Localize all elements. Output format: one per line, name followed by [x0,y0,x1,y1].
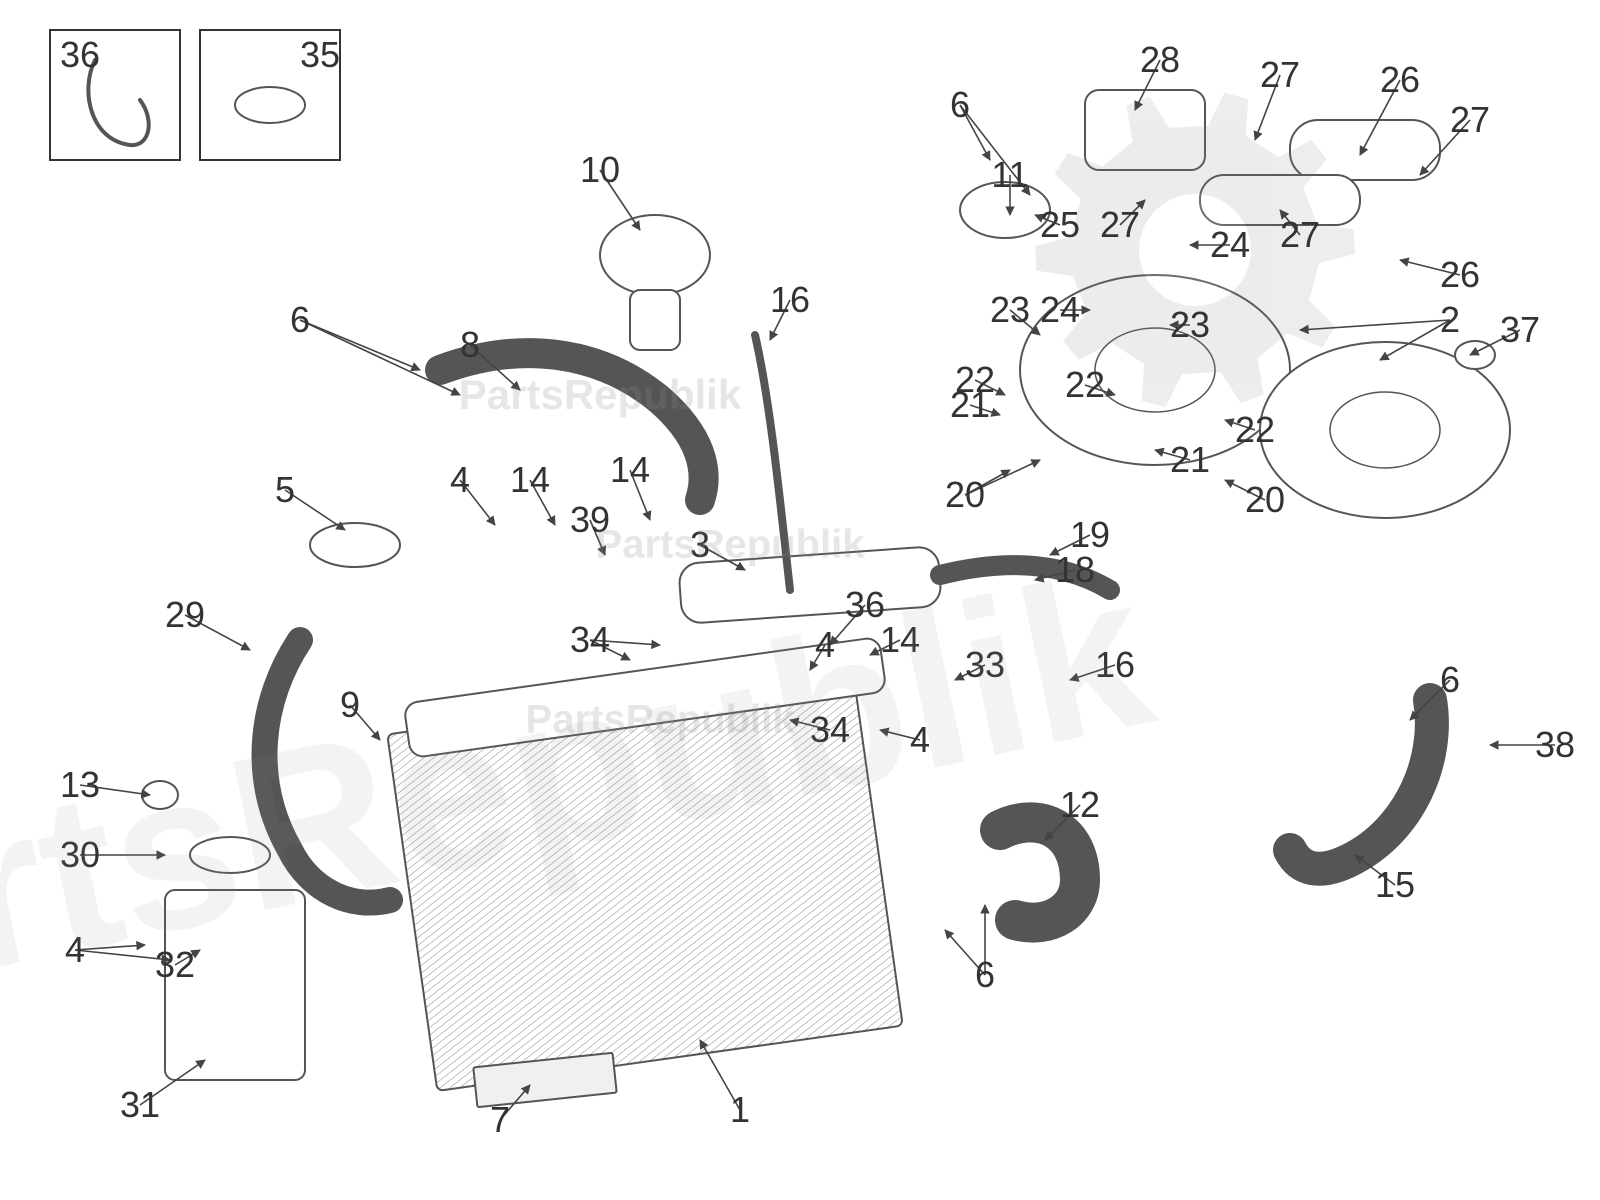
callout-34: 34 [570,619,610,661]
callout-16: 16 [770,279,810,321]
callout-38: 38 [1535,724,1575,766]
callout-3: 3 [690,524,710,566]
callout-14: 14 [510,459,550,501]
callout-14: 14 [880,619,920,661]
callout-32: 32 [155,944,195,986]
box35-cap [235,87,305,123]
callout-21: 21 [1170,439,1210,481]
callout-7: 7 [490,1099,510,1141]
callout-23: 23 [1170,304,1210,346]
bracket-3 [678,546,942,624]
callout-20: 20 [945,474,985,516]
callout-15: 15 [1375,864,1415,906]
callout-26: 26 [1380,59,1420,101]
callout-33: 33 [965,644,1005,686]
callout-4: 4 [910,719,930,761]
callout-27: 27 [1100,204,1140,246]
callout-4: 4 [450,459,470,501]
callout-39: 39 [570,499,610,541]
callout-16: 16 [1095,644,1135,686]
callout-6: 6 [975,954,995,996]
callout-12: 12 [1060,784,1100,826]
callout-6: 6 [950,84,970,126]
callout-28: 28 [1140,39,1180,81]
callout-27: 27 [1260,54,1300,96]
callout-4: 4 [815,624,835,666]
hose-9 [265,640,390,903]
callout-2: 2 [1440,299,1460,341]
svg-layer [0,0,1600,1200]
callout-37: 37 [1500,309,1540,351]
leader-4 [75,945,145,950]
callout-4: 4 [65,929,85,971]
callout-36: 36 [845,584,885,626]
callout-27: 27 [1450,99,1490,141]
thermostat-housing [600,215,710,295]
callout-31: 31 [120,1084,160,1126]
callout-24: 24 [1210,224,1250,266]
hose-15 [1290,700,1432,869]
radiator-cap [310,523,400,567]
callout-21: 21 [950,384,990,426]
hose-8 [440,353,704,500]
callout-8: 8 [460,324,480,366]
callout-10: 10 [580,149,620,191]
callout-18: 18 [1055,549,1095,591]
callout-11: 11 [991,154,1028,196]
callout-23: 23 [990,289,1030,331]
callout-24: 24 [1040,289,1080,331]
leader-6 [300,320,420,370]
callout-9: 9 [340,684,360,726]
expansion-cap [190,837,270,873]
callout-5: 5 [275,469,295,511]
callout-27: 27 [1280,214,1320,256]
callout-22: 22 [1235,409,1275,451]
callout-25: 25 [1040,204,1080,246]
callout-35: 35 [300,34,340,76]
callout-14: 14 [610,449,650,491]
vent-tube-16 [755,335,790,590]
callout-6: 6 [1440,659,1460,701]
callout-20: 20 [1245,479,1285,521]
callout-36: 36 [60,34,100,76]
callout-1: 1 [730,1089,750,1131]
callout-30: 30 [60,834,100,876]
callout-13: 13 [60,764,100,806]
callout-29: 29 [165,594,205,636]
callout-26: 26 [1440,254,1480,296]
callout-34: 34 [810,709,850,751]
callout-6: 6 [290,299,310,341]
thermostat-stem [630,290,680,350]
diagram-stage: 3635282726276112527242726106816232423237… [0,0,1600,1200]
hose-12 [1000,822,1080,922]
callout-22: 22 [1065,364,1105,406]
